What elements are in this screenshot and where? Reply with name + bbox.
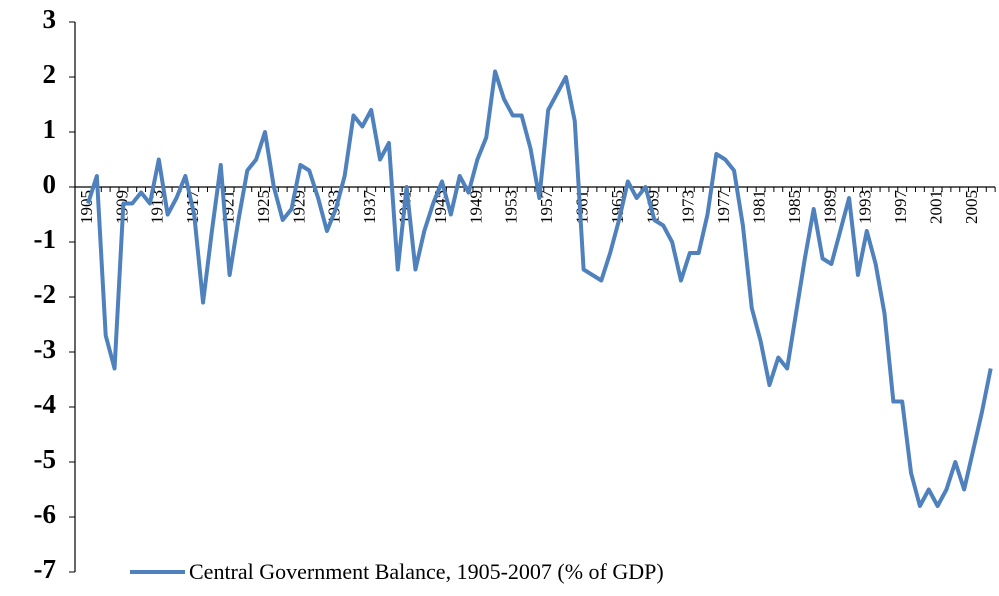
y-tick-label: -6	[34, 499, 57, 529]
x-tick-label: 1989	[820, 190, 839, 224]
x-tick-label: 1937	[360, 190, 379, 225]
x-tick-label: 1949	[466, 190, 485, 224]
x-tick-label: 1981	[750, 190, 769, 224]
x-tick-label: 1993	[856, 190, 875, 224]
y-tick-label: -4	[34, 389, 57, 419]
x-tick-label: 1905	[77, 190, 96, 224]
y-tick-label: 3	[43, 4, 57, 34]
y-tick-label: -2	[34, 279, 57, 309]
x-tick-label: 1985	[785, 190, 804, 224]
y-tick-label: -5	[34, 444, 57, 474]
series-line	[86, 69, 993, 508]
y-tick-label: -1	[34, 224, 57, 254]
y-tick-label: -3	[34, 334, 57, 364]
x-tick-label: 2001	[927, 190, 946, 224]
x-tick-label: 1925	[254, 190, 273, 224]
legend-label: Central Government Balance, 1905-2007 (%…	[189, 559, 664, 584]
x-tick-label: 1973	[679, 190, 698, 224]
x-tick-label: 1953	[502, 190, 521, 224]
x-tick-label: 2005	[962, 190, 981, 224]
x-tick-label: 1977	[714, 190, 733, 225]
y-tick-label: 1	[43, 114, 57, 144]
x-tick-label: 1961	[573, 190, 592, 224]
y-tick-label: 2	[43, 59, 57, 89]
y-tick-label: 0	[43, 169, 57, 199]
x-tick-label: 1957	[537, 190, 556, 225]
x-tick-label: 1997	[891, 190, 910, 225]
y-tick-label: -7	[34, 554, 57, 584]
